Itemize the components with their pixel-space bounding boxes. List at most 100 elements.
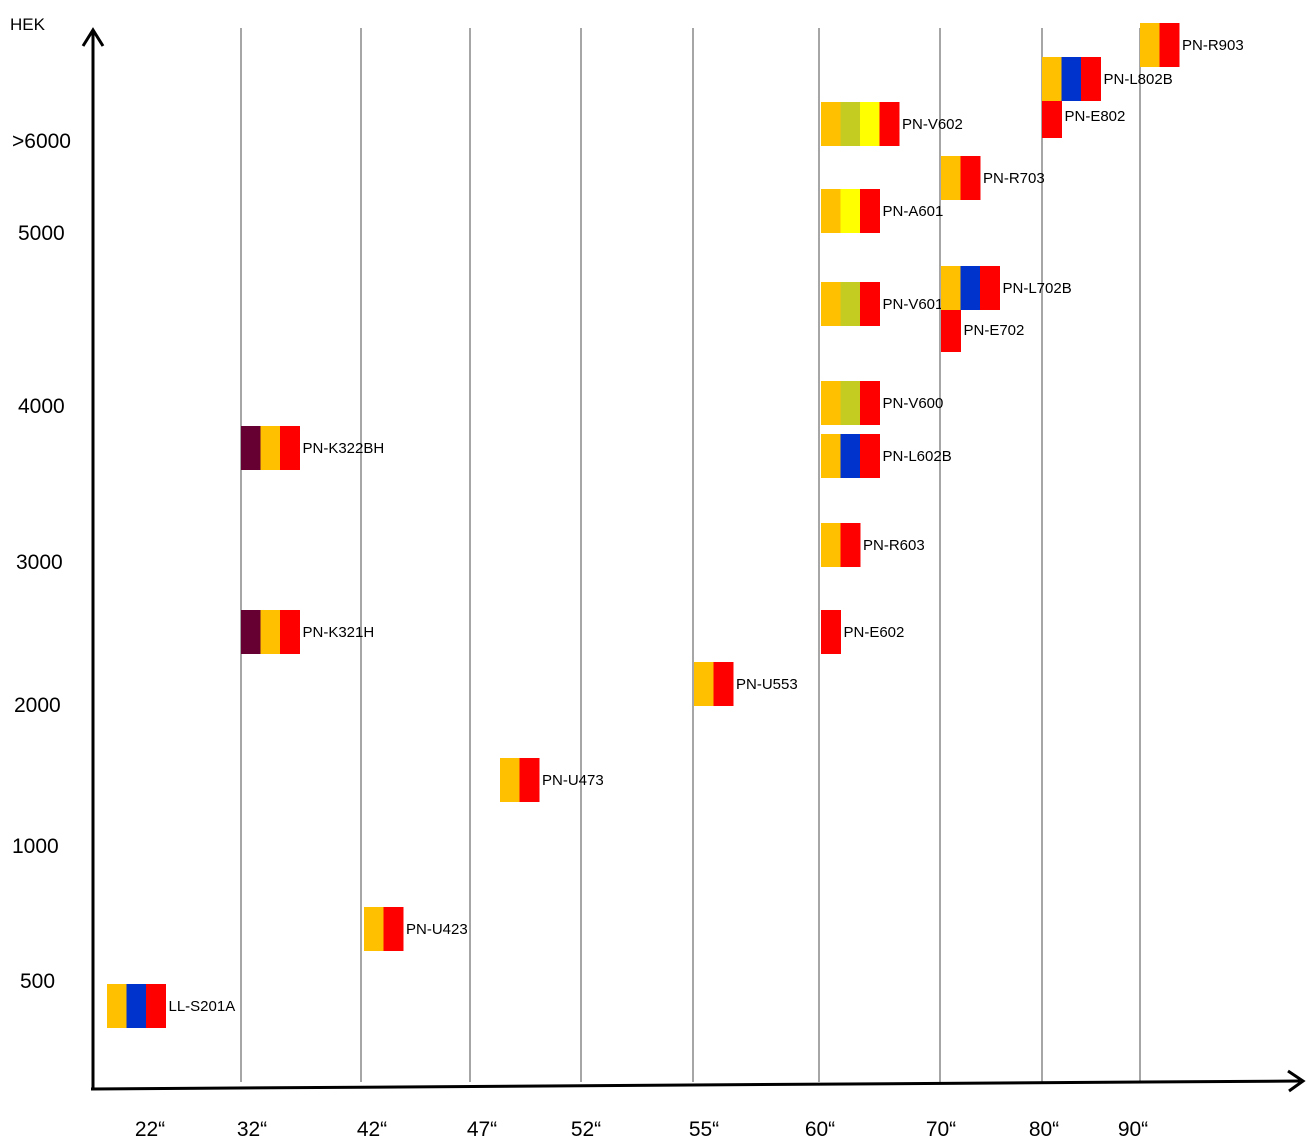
feature-segment-orange: [941, 156, 961, 200]
y-tick-label: 5000: [18, 222, 65, 245]
x-tick-label: 47“: [467, 1118, 497, 1139]
x-tick-label: 80“: [1029, 1118, 1059, 1139]
feature-segment-yellowgreen: [840, 381, 861, 425]
x-axis-line: [90, 1079, 1301, 1091]
y-tick-label: 3000: [16, 551, 63, 574]
x-tick-label: 60“: [805, 1118, 835, 1139]
product-mark: PN-V600: [821, 381, 943, 425]
feature-segment-orange: [821, 381, 841, 425]
feature-segment-red: [980, 266, 1000, 310]
product-label: PN-L602B: [883, 448, 952, 465]
feature-segment-orange: [1140, 23, 1160, 67]
feature-segment-orange: [364, 907, 384, 951]
product-label: LL-S201A: [169, 998, 236, 1015]
feature-segment-maroon: [241, 426, 261, 470]
product-mark: PN-U473: [500, 758, 604, 802]
product-mark: PN-V602: [821, 102, 963, 146]
feature-segment-yellowgreen: [840, 102, 861, 146]
product-mark: PN-R903: [1140, 23, 1244, 67]
x-tick-label: 22“: [135, 1118, 165, 1139]
feature-segment-red: [1159, 23, 1180, 67]
feature-segment-red: [960, 156, 981, 200]
product-label: PN-K321H: [303, 624, 375, 641]
product-label: PN-L802B: [1104, 71, 1173, 88]
feature-segment-orange: [821, 189, 841, 233]
feature-segment-blue: [840, 434, 861, 478]
feature-segment-red: [146, 984, 166, 1028]
feature-segment-orange: [821, 102, 841, 146]
y-tick-label: 1000: [12, 835, 59, 858]
feature-segment-orange: [500, 758, 520, 802]
feature-segment-red: [840, 523, 861, 567]
x-axis-arrow-icon: [1287, 1069, 1306, 1093]
product-mark: PN-L802B: [1042, 57, 1173, 101]
grid-lines: [240, 28, 1141, 1082]
feature-segment-red: [860, 282, 880, 326]
y-axis-label: HEK: [10, 15, 46, 34]
feature-segment-orange: [821, 523, 841, 567]
product-label: PN-E802: [1065, 108, 1126, 125]
x-tick-label: 90“: [1118, 1118, 1148, 1139]
product-label: PN-U553: [736, 676, 798, 693]
feature-segment-red: [1042, 94, 1062, 138]
x-tick-label: 42“: [357, 1118, 387, 1139]
feature-segment-red: [280, 610, 300, 654]
product-mark: PN-U553: [694, 662, 798, 706]
y-tick-label: 4000: [18, 395, 65, 418]
feature-segment-red: [280, 426, 300, 470]
product-label: PN-V600: [883, 395, 944, 412]
product-label: PN-R903: [1182, 37, 1244, 54]
product-mark: PN-R603: [821, 523, 925, 567]
product-mark: PN-U423: [364, 907, 468, 951]
feature-segment-maroon: [241, 610, 261, 654]
product-label: PN-L702B: [1003, 280, 1072, 297]
product-mark: PN-R703: [941, 156, 1045, 200]
feature-segment-red: [860, 381, 880, 425]
feature-segment-red: [879, 102, 900, 146]
feature-segment-orange: [694, 662, 714, 706]
feature-segment-yellow: [860, 102, 880, 146]
feature-segment-orange: [1042, 57, 1062, 101]
product-mark: PN-E802: [1042, 94, 1125, 138]
product-mark: PN-L602B: [821, 434, 952, 478]
product-mark: LL-S201A: [107, 984, 235, 1028]
product-label: PN-V602: [902, 116, 963, 133]
product-label: PN-U473: [542, 772, 604, 789]
x-tick-label: 55“: [689, 1118, 719, 1139]
feature-segment-red: [519, 758, 540, 802]
feature-segment-red: [713, 662, 734, 706]
feature-segment-red: [860, 434, 880, 478]
y-tick-label: >6000: [12, 130, 71, 153]
product-label: PN-K322BH: [303, 440, 385, 457]
tick-labels: 22“ 32“ 42“ 47“ 52“ 55“ 60“ 70“ 80“ 90“ 500 1000 200…: [12, 130, 1148, 1139]
product-mark: PN-E602: [821, 610, 904, 654]
x-tick-label: 32“: [237, 1118, 267, 1139]
feature-segment-orange: [821, 434, 841, 478]
feature-segment-red: [941, 308, 961, 352]
y-tick-label: 2000: [14, 694, 61, 717]
y-tick-label: 500: [20, 970, 55, 993]
product-label: PN-R603: [863, 537, 925, 554]
product-mark: PN-E702: [941, 308, 1024, 352]
feature-segment-red: [1081, 57, 1101, 101]
product-label: PN-U423: [406, 921, 468, 938]
feature-segment-yellowgreen: [840, 282, 861, 326]
product-label: PN-V601: [883, 296, 944, 313]
axes: HEK: [10, 15, 1306, 1093]
feature-segment-orange: [821, 282, 841, 326]
product-label: PN-A601: [883, 203, 944, 220]
feature-segment-orange: [941, 266, 961, 310]
feature-segment-red: [821, 610, 841, 654]
feature-segment-red: [383, 907, 404, 951]
product-label: PN-E602: [844, 624, 905, 641]
feature-segment-blue: [1061, 57, 1082, 101]
feature-segment-blue: [960, 266, 981, 310]
product-label: PN-R703: [983, 170, 1045, 187]
product-mark: PN-A601: [821, 189, 943, 233]
feature-segment-orange: [260, 426, 281, 470]
x-tick-label: 70“: [926, 1118, 956, 1139]
feature-segment-yellow: [840, 189, 861, 233]
feature-segment-orange: [260, 610, 281, 654]
feature-segment-red: [860, 189, 880, 233]
